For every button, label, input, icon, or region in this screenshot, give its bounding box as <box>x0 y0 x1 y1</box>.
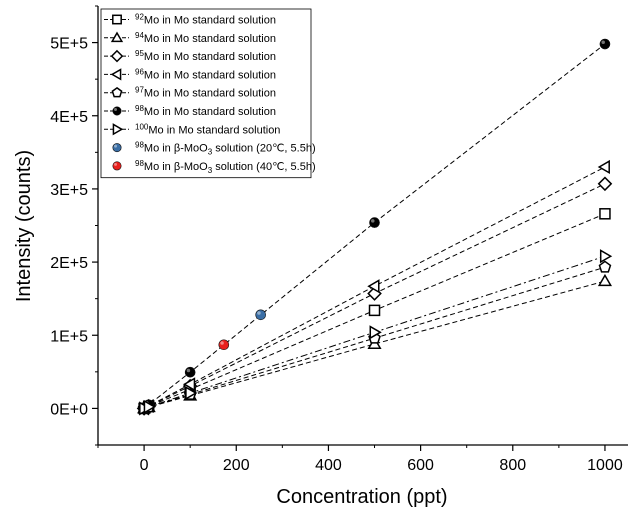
legend-label-0: 92Mo in Mo standard solution <box>135 13 276 27</box>
y-tick-label: 0E+0 <box>50 401 88 418</box>
legend-marker-5 <box>112 106 122 116</box>
data-point-6-3 <box>369 325 382 340</box>
legend-label-8: 98Mo in β-MoO3 solution (40℃, 5.5h) <box>135 159 316 175</box>
legend-marker-4 <box>111 86 123 98</box>
legend-marker-2 <box>110 49 124 63</box>
y-tick-label: 5E+5 <box>50 36 88 53</box>
y-tick-label: 3E+5 <box>50 182 88 199</box>
legend-marker-7 <box>112 143 122 153</box>
legend-marker-8 <box>112 161 122 171</box>
data-point-6-2 <box>185 386 198 401</box>
y-tick-label: 2E+5 <box>50 255 88 272</box>
axes <box>92 5 628 451</box>
legend-marker-1 <box>110 31 124 43</box>
data-point-0-3 <box>368 304 381 317</box>
y-tick-label: 1E+5 <box>50 328 88 345</box>
legend-marker-0 <box>112 14 122 25</box>
legend-label-5: 98Mo in Mo standard solution <box>135 104 276 118</box>
legend-label-2: 95Mo in Mo standard solution <box>135 49 276 63</box>
plot-markers <box>136 38 613 416</box>
data-point-5-2 <box>184 366 196 378</box>
legend-label-4: 97Mo in Mo standard solution <box>135 86 276 100</box>
x-tick-label: 0 <box>140 457 149 474</box>
x-tick-label: 1000 <box>587 457 623 474</box>
data-point-1-4 <box>597 273 613 287</box>
data-point-8-0 <box>218 339 230 351</box>
data-point-3-4 <box>597 159 610 175</box>
legend-label-1: 94Mo in Mo standard solution <box>135 31 276 45</box>
data-point-2-4 <box>597 176 613 192</box>
x-axis-title: Concentration (ppt) <box>276 486 447 508</box>
legend: 92Mo in Mo standard solution 94Mo in Mo s… <box>100 8 316 179</box>
x-tick-label: 400 <box>315 457 342 474</box>
legend-box <box>100 8 312 179</box>
y-tick-label: 4E+5 <box>50 109 88 126</box>
data-point-3-2 <box>182 377 196 392</box>
legend-label-6: 100Mo in Mo standard solution <box>135 122 280 136</box>
data-point-0-4 <box>599 208 611 220</box>
data-point-4-4 <box>598 260 612 273</box>
x-tick-label: 200 <box>223 457 250 474</box>
y-axis-title: Intensity (counts) <box>13 150 35 302</box>
x-tick-label: 800 <box>499 457 526 474</box>
data-point-3-3 <box>367 279 380 294</box>
legend-label-7: 98Mo in β-MoO3 solution (20℃, 5.5h) <box>135 141 316 157</box>
data-point-5-3 <box>369 217 380 228</box>
tick-labels: 0 200 400 600 800 1000 0E+0 1E+5 2E+5 3E+5 4E+5 5E+… <box>50 36 623 474</box>
data-point-6-1 <box>143 399 156 414</box>
x-tick-label: 600 <box>407 457 434 474</box>
legend-label-3: 96Mo in Mo standard solution <box>135 67 276 81</box>
legend-marker-6 <box>112 123 124 136</box>
legend-marker-3 <box>110 68 122 81</box>
data-point-7-0 <box>255 309 266 321</box>
data-point-6-4 <box>599 249 613 264</box>
data-point-5-4 <box>599 38 611 50</box>
